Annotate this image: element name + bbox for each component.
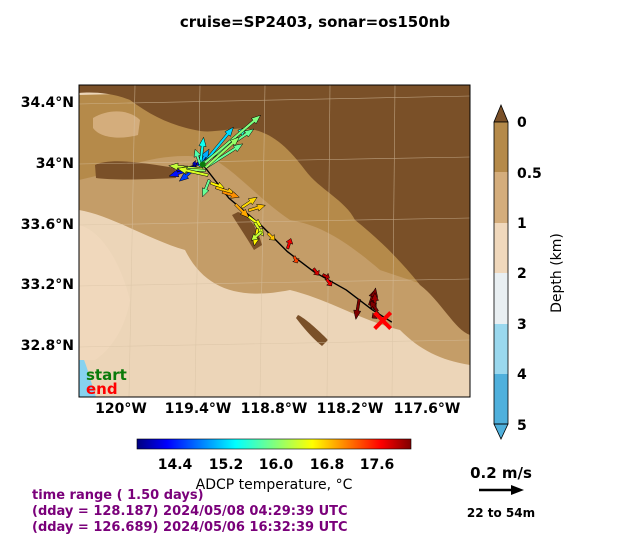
depth-colorbar-frame bbox=[493, 121, 509, 425]
lat-tick-label: 33.2°N bbox=[21, 277, 74, 293]
depth-tick-label: 1 bbox=[517, 216, 527, 232]
depth-colorbar-bottom-arrow bbox=[493, 423, 509, 440]
current-vector-arrow bbox=[221, 190, 240, 199]
depth-band-4 bbox=[494, 324, 508, 374]
lat-ticks: 34.4°N 34°N 33.6°N 33.2°N 32.8°N bbox=[21, 95, 74, 354]
map-gridlines bbox=[79, 85, 470, 397]
current-vector-arrow bbox=[234, 203, 250, 219]
depth-tick-label: 4 bbox=[517, 367, 527, 383]
current-vector-arrow bbox=[240, 196, 258, 209]
map-frame bbox=[78, 84, 471, 398]
current-vector-arrow bbox=[193, 148, 202, 166]
current-vector-arrow bbox=[321, 272, 330, 281]
depth-tick-label: 0 bbox=[517, 115, 527, 131]
depth-band-2 bbox=[494, 223, 508, 273]
map-basin-patch bbox=[79, 225, 130, 360]
current-vector-arrow bbox=[201, 126, 234, 166]
depth-tick-label: 2 bbox=[517, 266, 527, 282]
current-vector-arrow bbox=[202, 178, 211, 198]
time-range: time range ( 1.50 days) bbox=[32, 488, 204, 503]
temp-tick-label: 15.2 bbox=[209, 457, 244, 473]
lat-tick-label: 33.6°N bbox=[21, 217, 74, 233]
map-deepest-corner bbox=[79, 350, 96, 397]
current-vector-arrow bbox=[325, 278, 333, 287]
depth-tick-label: 0.5 bbox=[517, 166, 542, 182]
depth-colorbar-label: Depth (km) bbox=[549, 233, 565, 313]
current-vector-arrow bbox=[312, 267, 320, 276]
lon-tick-label: 120°W bbox=[95, 401, 147, 417]
lat-tick-label: 32.8°N bbox=[21, 338, 74, 354]
depth-band-1 bbox=[494, 172, 508, 223]
depth-band-0 bbox=[494, 122, 508, 172]
end-marker bbox=[373, 311, 393, 330]
current-vector-arrow bbox=[204, 136, 240, 169]
ship-track bbox=[202, 164, 393, 323]
start-marker bbox=[199, 161, 206, 168]
depth-colorbar-top-arrow bbox=[493, 103, 509, 123]
current-vector-arrow bbox=[266, 232, 276, 241]
map-island-santa-cruz bbox=[95, 161, 176, 180]
depth-band-3 bbox=[494, 273, 508, 324]
map-land bbox=[79, 85, 470, 335]
chart-title: cruise=SP2403, sonar=os150nb bbox=[180, 13, 450, 31]
lon-tick-label: 117.6°W bbox=[394, 401, 461, 417]
map-island-san-clemente bbox=[296, 315, 328, 346]
current-vector-arrow bbox=[353, 298, 362, 321]
depth-tick-label: 3 bbox=[517, 317, 527, 333]
current-vector-arrow bbox=[292, 255, 300, 264]
current-vector-arrow bbox=[247, 203, 266, 213]
lon-ticks: 120°W 119.4°W 118.8°W 118.2°W 117.6°W bbox=[95, 401, 460, 417]
time-end: (dday = 126.689) 2024/05/06 16:32:39 UTC bbox=[32, 520, 348, 535]
depth-tick-label: 5 bbox=[517, 418, 527, 434]
current-vector-arrow bbox=[370, 300, 379, 313]
current-vector-arrow bbox=[176, 166, 209, 177]
time-start: (dday = 128.187) 2024/05/08 04:29:39 UTC bbox=[32, 504, 348, 519]
scale-arrow-head bbox=[511, 485, 524, 495]
lon-tick-label: 118.8°W bbox=[241, 401, 308, 417]
scale-label: 0.2 m/s bbox=[470, 464, 532, 482]
current-vector-arrow bbox=[250, 230, 263, 241]
temp-tick-label: 14.4 bbox=[158, 457, 193, 473]
current-vector-arrow bbox=[192, 160, 198, 167]
lon-tick-label: 119.4°W bbox=[165, 401, 232, 417]
velocity-scale: 0.2 m/s 22 to 54m bbox=[467, 464, 535, 520]
lon-tick-label: 118.2°W bbox=[317, 401, 384, 417]
temperature-colorbar: 14.4 15.2 16.0 16.8 17.6 ADCP temperatur… bbox=[136, 438, 412, 493]
depth-colorbar: 0 0.5 1 2 3 4 5 Depth (km) bbox=[493, 103, 565, 440]
lat-tick-label: 34.4°N bbox=[21, 95, 74, 111]
depth-band-5 bbox=[494, 374, 508, 424]
map bbox=[79, 85, 470, 397]
temp-tick-label: 17.6 bbox=[360, 457, 395, 473]
legend-start: start bbox=[86, 366, 127, 384]
scale-depth-range: 22 to 54m bbox=[467, 506, 535, 520]
temperature-colorbar-label: ADCP temperature, °C bbox=[196, 477, 353, 493]
map-shelf-patch bbox=[93, 111, 140, 138]
temp-tick-label: 16.0 bbox=[259, 457, 294, 473]
temp-tick-label: 16.8 bbox=[310, 457, 345, 473]
legend-end: end bbox=[86, 380, 118, 398]
current-vector-arrow bbox=[285, 237, 294, 250]
temperature-colorbar-gradient bbox=[136, 438, 412, 450]
lat-tick-label: 34°N bbox=[36, 156, 74, 172]
